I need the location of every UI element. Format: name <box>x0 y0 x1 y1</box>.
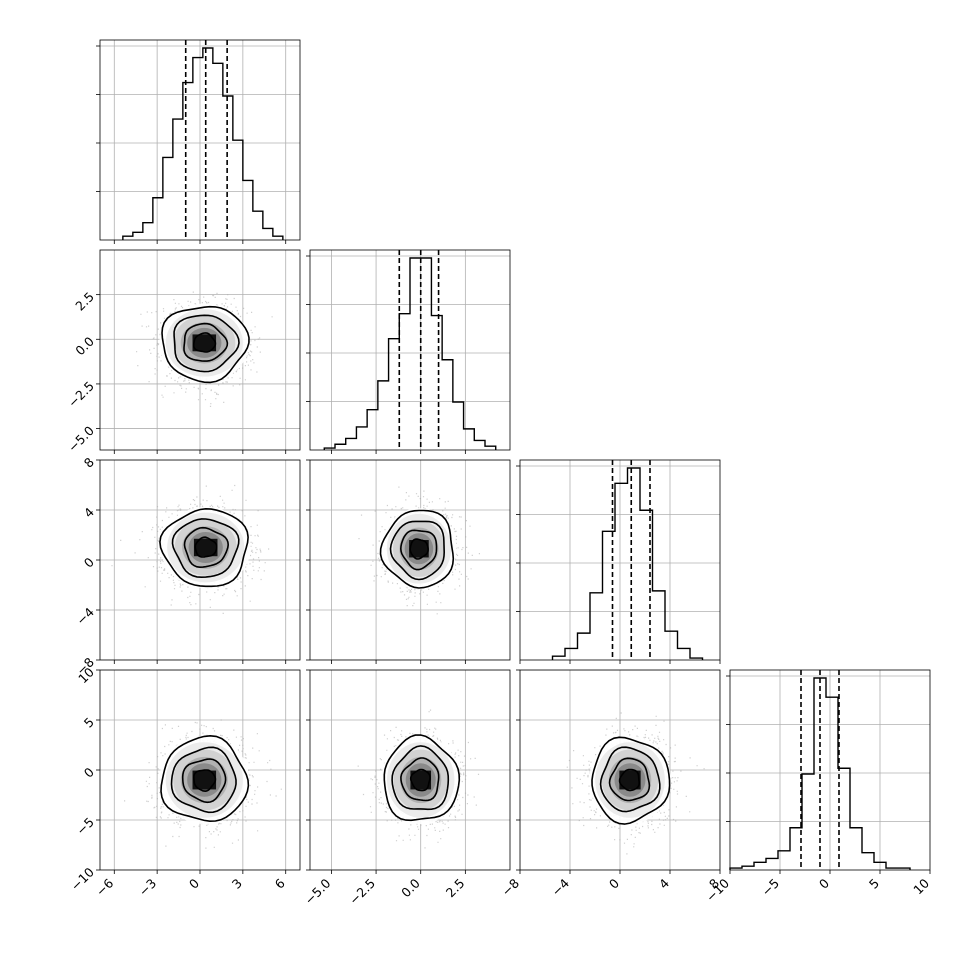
y-tick-label: 0.0 <box>72 334 97 359</box>
x-tick-label: 0 <box>186 875 202 891</box>
contour-level-0 <box>194 536 218 558</box>
density-core <box>192 770 217 790</box>
contour-level-0 <box>192 769 217 793</box>
histogram-panel-3 <box>726 669 931 871</box>
contour-level-2 <box>171 518 240 579</box>
contour-level-0 <box>618 768 640 792</box>
density-core <box>409 540 429 558</box>
y-tick-label: −5 <box>73 814 97 838</box>
y-tick-label: 5 <box>81 714 97 730</box>
histogram-panel-0 <box>96 39 301 241</box>
y-tick-label: 8 <box>81 454 97 470</box>
scatter-panel-2-1 <box>309 459 511 661</box>
y-tick-label: 0 <box>81 554 97 570</box>
contour-level-3 <box>159 507 249 588</box>
scatter-panel-3-0 <box>99 669 301 871</box>
density-core <box>193 538 218 557</box>
density-core <box>192 334 217 352</box>
x-tick-label: −4 <box>548 875 572 899</box>
x-tick-label: 2.5 <box>443 876 468 901</box>
scatter-panel-3-2 <box>519 669 721 871</box>
x-tick-label: 10 <box>910 875 932 897</box>
density-core <box>410 770 432 790</box>
scatter-panel-3-1 <box>309 669 511 871</box>
x-tick-label: 3 <box>229 876 245 892</box>
histogram-panel-1 <box>306 249 511 451</box>
contour-level-2 <box>391 745 450 811</box>
histogram-step-0 <box>122 47 284 240</box>
x-tick-label: 0 <box>606 875 622 891</box>
contour-level-1 <box>181 758 227 804</box>
x-tick-label: −5 <box>758 876 782 900</box>
x-tick-label: 5 <box>866 876 882 892</box>
contour-level-3 <box>160 734 250 823</box>
contour-level-2 <box>599 746 661 813</box>
y-tick-label: −2.5 <box>65 378 97 410</box>
x-tick-label: 6 <box>272 875 288 891</box>
contour-level-1 <box>400 757 440 802</box>
density-core <box>619 770 641 790</box>
contour-level-0 <box>409 538 429 560</box>
contour-level-2 <box>389 520 446 581</box>
contour-level-1 <box>399 529 438 571</box>
contour-level-1 <box>608 757 651 802</box>
x-tick-label: 0.0 <box>398 875 423 900</box>
histogram-step-2 <box>551 467 704 660</box>
x-tick-label: 4 <box>656 875 672 891</box>
panel-frame <box>309 249 511 451</box>
contour-level-0 <box>192 332 217 353</box>
contour-level-3 <box>379 509 455 589</box>
y-tick-label: 4 <box>81 504 97 520</box>
contour-level-1 <box>183 322 229 362</box>
contour-level-1 <box>183 526 230 569</box>
contour-level-2 <box>173 314 240 373</box>
y-tick-label: 0 <box>81 764 97 780</box>
x-tick-label: −3 <box>136 876 160 900</box>
x-tick-label: −6 <box>93 875 117 899</box>
contour-level-2 <box>170 746 237 814</box>
x-tick-label: −5.0 <box>301 875 333 907</box>
scatter-panel-2-0 <box>99 459 301 661</box>
scatter-panel-1-0 <box>99 249 301 451</box>
y-tick-label: −5.0 <box>65 423 97 455</box>
histogram-panel-2 <box>516 459 721 661</box>
histogram-step-3 <box>729 677 911 870</box>
x-tick-label: 0 <box>816 875 832 891</box>
contour-level-3 <box>161 305 250 384</box>
y-tick-label: 2.5 <box>72 289 97 314</box>
contour-level-3 <box>591 736 671 825</box>
x-tick-label: −8 <box>498 875 522 899</box>
contour-level-0 <box>409 768 431 792</box>
y-tick-label: −4 <box>73 604 97 628</box>
x-tick-label: −2.5 <box>346 876 378 908</box>
histogram-step-1 <box>323 257 497 450</box>
contour-level-3 <box>383 734 461 822</box>
